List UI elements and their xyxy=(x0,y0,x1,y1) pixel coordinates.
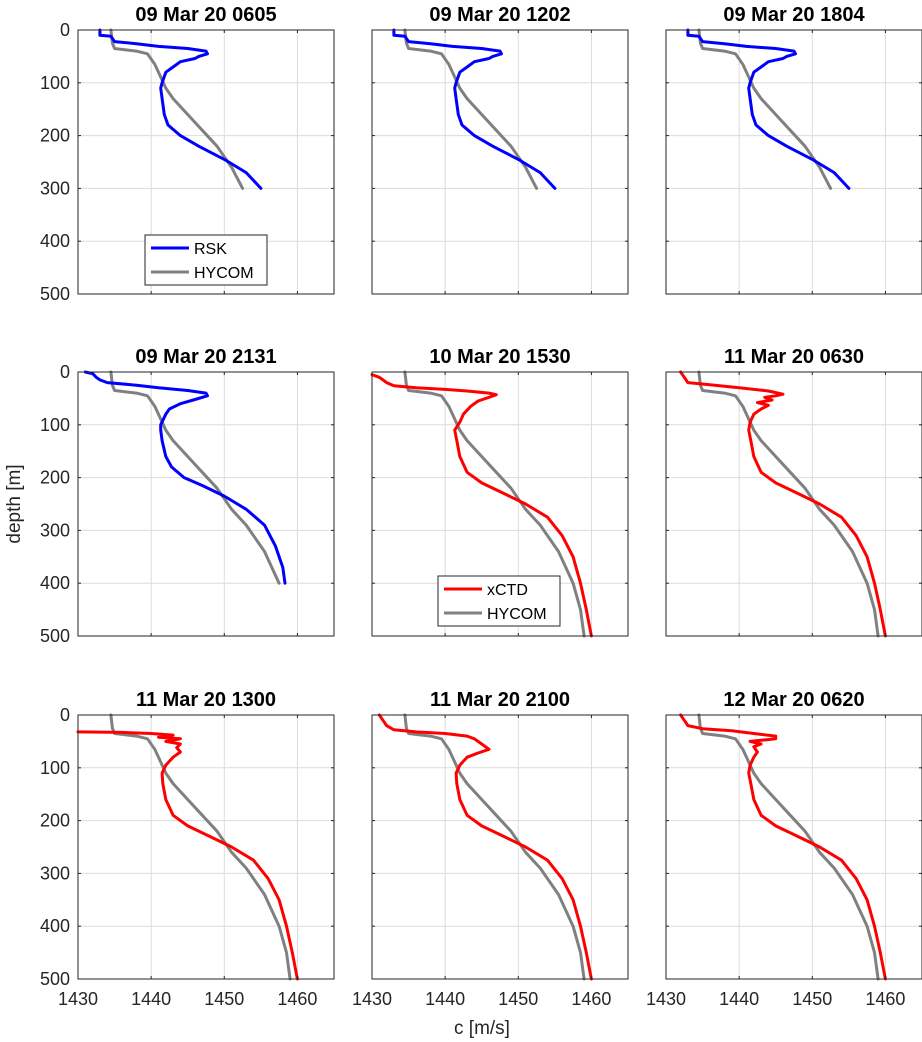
x-tick-label: 1450 xyxy=(498,989,538,1009)
axes-box xyxy=(77,371,335,637)
y-tick-label: 200 xyxy=(40,811,70,831)
plot-area xyxy=(78,372,334,636)
x-tick-label: 1460 xyxy=(571,989,611,1009)
subplot-title: 10 Mar 20 1530 xyxy=(429,346,570,368)
subplot-title: 09 Mar 20 2131 xyxy=(135,346,276,368)
axes-box xyxy=(665,714,922,980)
x-tick-label: 1460 xyxy=(865,989,905,1009)
y-tick-label: 300 xyxy=(40,863,70,883)
y-tick-label: 100 xyxy=(40,415,70,435)
series-line-hycom xyxy=(109,370,281,585)
series-line-rsk xyxy=(392,28,557,190)
x-axis-label: c [m/s] xyxy=(454,1018,510,1039)
plot-area xyxy=(666,715,922,979)
legend-label: RSK xyxy=(194,241,227,258)
legend-box xyxy=(437,575,561,627)
axes-box xyxy=(665,29,922,295)
subplot-title: 11 Mar 20 1300 xyxy=(136,689,276,711)
axes-box xyxy=(371,714,629,980)
subplot-3: 09 Mar 20 1804 xyxy=(665,4,922,295)
legend-box xyxy=(144,234,268,286)
plot-area xyxy=(372,30,628,294)
y-tick-label: 400 xyxy=(40,231,70,251)
legend: xCTD HYCOM xyxy=(437,575,561,627)
x-tick-label: 1460 xyxy=(277,989,317,1009)
series-line-hycom xyxy=(403,713,586,981)
series-line-xctd xyxy=(679,370,887,638)
axes-box xyxy=(77,714,335,980)
x-tick-label: 1450 xyxy=(792,989,832,1009)
x-tick-label: 1430 xyxy=(352,989,392,1009)
series-line-rsk xyxy=(686,28,851,190)
legend-label: HYCOM xyxy=(194,265,254,282)
series-line-hycom xyxy=(697,370,880,638)
y-tick-label: 500 xyxy=(40,626,70,646)
y-tick-label: 200 xyxy=(40,126,70,146)
y-axis-label: depth [m] xyxy=(4,464,25,543)
subplot-4: 0 100 200 300 400 500 09 Mar 20 2131 xyxy=(40,346,335,646)
y-tick-label: 100 xyxy=(40,73,70,93)
series-line-hycom xyxy=(403,370,586,638)
series-line-rsk xyxy=(98,28,263,190)
axes-box xyxy=(371,29,629,295)
subplot-8: 1430 1440 1450 1460 11 Mar 20 2100 xyxy=(352,689,629,1009)
subplot-title: 11 Mar 20 2100 xyxy=(430,689,570,711)
x-tick-label: 1430 xyxy=(646,989,686,1009)
x-tick-label: 1440 xyxy=(131,989,171,1009)
y-tick-label: 100 xyxy=(40,758,70,778)
y-tick-label: 0 xyxy=(60,705,70,725)
series-line-xctd xyxy=(377,713,593,981)
subplot-title: 09 Mar 20 0605 xyxy=(135,4,276,26)
legend-label: xCTD xyxy=(487,582,528,599)
series-line-rsk xyxy=(83,370,287,585)
subplot-title: 12 Mar 20 0620 xyxy=(723,689,864,711)
axes-box xyxy=(77,29,335,295)
y-tick-label: 200 xyxy=(40,468,70,488)
legend-label: HYCOM xyxy=(487,606,547,623)
x-tick-label: 1440 xyxy=(719,989,759,1009)
subplot-5: 10 Mar 20 1530 xCTD HYCOM xyxy=(370,346,629,638)
plot-area xyxy=(666,372,922,636)
y-tick-label: 500 xyxy=(40,969,70,989)
subplot-2: 09 Mar 20 1202 xyxy=(371,4,629,295)
y-tick-label: 400 xyxy=(40,573,70,593)
series-line-xctd xyxy=(76,730,299,981)
y-tick-label: 400 xyxy=(40,916,70,936)
subplot-1: 0 100 200 300 400 500 09 Mar 20 0605 RSK HYCOM xyxy=(40,4,335,304)
plot-area xyxy=(666,30,922,294)
x-tick-label: 1430 xyxy=(58,989,98,1009)
axes-box xyxy=(371,371,629,637)
subplot-9: 1430 1440 1450 1460 12 Mar 20 0620 xyxy=(646,689,922,1009)
subplot-6: 11 Mar 20 0630 xyxy=(665,346,922,638)
y-tick-label: 0 xyxy=(60,362,70,382)
series-line-hycom xyxy=(109,713,292,981)
y-tick-label: 300 xyxy=(40,520,70,540)
y-tick-label: 500 xyxy=(40,284,70,304)
x-tick-label: 1450 xyxy=(204,989,244,1009)
subplot-title: 09 Mar 20 1804 xyxy=(723,4,865,26)
subplot-title: 11 Mar 20 0630 xyxy=(724,346,864,368)
x-tick-label: 1440 xyxy=(425,989,465,1009)
plot-area xyxy=(372,715,628,979)
series-line-hycom xyxy=(697,713,880,981)
series-line-xctd xyxy=(679,713,887,981)
series-line-xctd xyxy=(370,373,593,638)
plot-area xyxy=(78,715,334,979)
subplot-grid: 0 100 200 300 400 500 09 Mar 20 0605 RSK HYCOM 09… xyxy=(40,4,922,1009)
y-tick-label: 300 xyxy=(40,178,70,198)
y-tick-label: 0 xyxy=(60,20,70,40)
subplot-title: 09 Mar 20 1202 xyxy=(429,4,570,26)
axes-box xyxy=(665,371,922,637)
legend: RSK HYCOM xyxy=(144,234,268,286)
